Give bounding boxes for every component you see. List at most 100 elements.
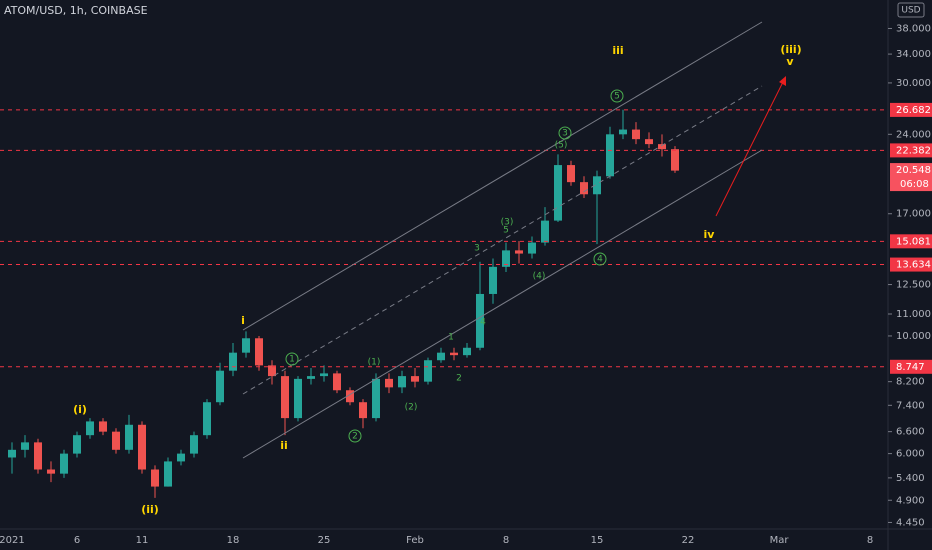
wave-label: iv [704,228,716,241]
level-label: 13.634 [896,260,931,271]
wave-label: 3 [562,129,568,139]
wave-circle [593,252,607,266]
chart-title: ATOM/USD, 1h, COINBASE [4,4,148,17]
x-tick-label: 11 [136,535,149,546]
candle-body [346,390,354,403]
candle-body [34,442,42,470]
wave-label: 4 [480,318,486,328]
last-price-tag [890,163,932,192]
wave-label: v [786,55,794,68]
wave-label: (3) [501,218,514,228]
x-tick-label: 18 [227,535,240,546]
candle-body [73,435,81,454]
level-label: 8.747 [896,362,925,373]
candle-body [437,352,445,361]
candle-body [242,338,250,353]
level-tag [890,143,932,158]
candle-body [567,165,575,183]
y-tick-label: 8.200 [896,377,925,388]
candle-body [138,424,146,470]
wave-label: (1) [368,358,381,368]
channel-top [242,21,763,331]
candle-body [177,453,185,462]
candle-body [658,144,666,150]
candle-body [229,352,237,371]
x-tick-label: Mar [770,535,790,546]
x-tick-label: 6 [74,535,80,546]
wave-label: ii [280,439,288,452]
wave-circle [348,429,362,443]
wave-label: (ii) [141,503,159,516]
y-tick-label: 4.900 [896,495,925,506]
wave-label: i [241,314,245,327]
wave-label: (iii) [780,43,801,56]
channel-bottom [242,149,763,459]
wave-label: 5 [614,92,620,102]
wave-circle [610,89,624,103]
candle-body [164,461,172,487]
candle-body [216,370,224,403]
level-label: 22.382 [896,145,931,156]
currency: USD [901,6,920,16]
level-tag [890,257,932,272]
level-tag [890,102,932,117]
candle-body [385,378,393,388]
level-tag [890,234,932,249]
y-tick-label: 4.450 [896,517,925,528]
wave-label: 1 [448,333,454,343]
wave-label: (2) [405,403,418,413]
wave-label: (i) [73,403,87,416]
arrow-head [779,76,786,86]
wave-label: 2 [456,374,462,384]
candle-body [320,373,328,377]
candle-body [515,250,523,254]
level-tag [890,359,932,374]
candle-body [21,442,29,450]
x-tick-label: 22 [682,535,695,546]
wave-label: 4 [597,255,603,265]
plot [0,109,888,498]
x-tick-label: 8 [867,535,873,546]
candle-body [86,421,94,436]
candle-body [359,402,367,419]
candle-body [489,266,497,294]
wave-label: 3 [474,244,480,254]
candle-body [294,378,302,419]
wave-circle [558,126,572,140]
x-tick-label: 15 [591,535,604,546]
candle-body [281,376,289,419]
candle-body [619,129,627,135]
candle-body [112,431,120,450]
candle-body [190,435,198,454]
candle-body [203,402,211,436]
candle-body [528,242,536,254]
candle-body [554,165,562,221]
candle-body [632,129,640,140]
candle-body [47,469,55,474]
candle-body [671,149,679,171]
candle-body [307,376,315,379]
y-tick-label: 30.000 [896,78,931,89]
level-label: 26.682 [896,105,931,116]
y-tick-label: 10.000 [896,331,931,342]
y-tick-label: 12.500 [896,280,931,291]
candle-body [502,250,510,267]
wave-label: (5) [555,141,568,151]
wave-circle [285,352,299,366]
wave-label: iii [612,44,623,57]
y-tick-label: 7.400 [896,400,925,411]
candle-body [99,421,107,432]
candle-body [60,453,68,474]
wave-label: (4) [533,272,546,282]
candle-body [463,347,471,356]
y-tick-label: 5.400 [896,473,925,484]
candle-body [424,360,432,382]
candle-body [606,134,614,177]
candle-body [476,293,484,348]
x-tick-label: Feb [406,535,424,546]
y-tick-label: 38.000 [896,23,931,34]
candle-body [593,176,601,195]
candle-body [645,139,653,145]
